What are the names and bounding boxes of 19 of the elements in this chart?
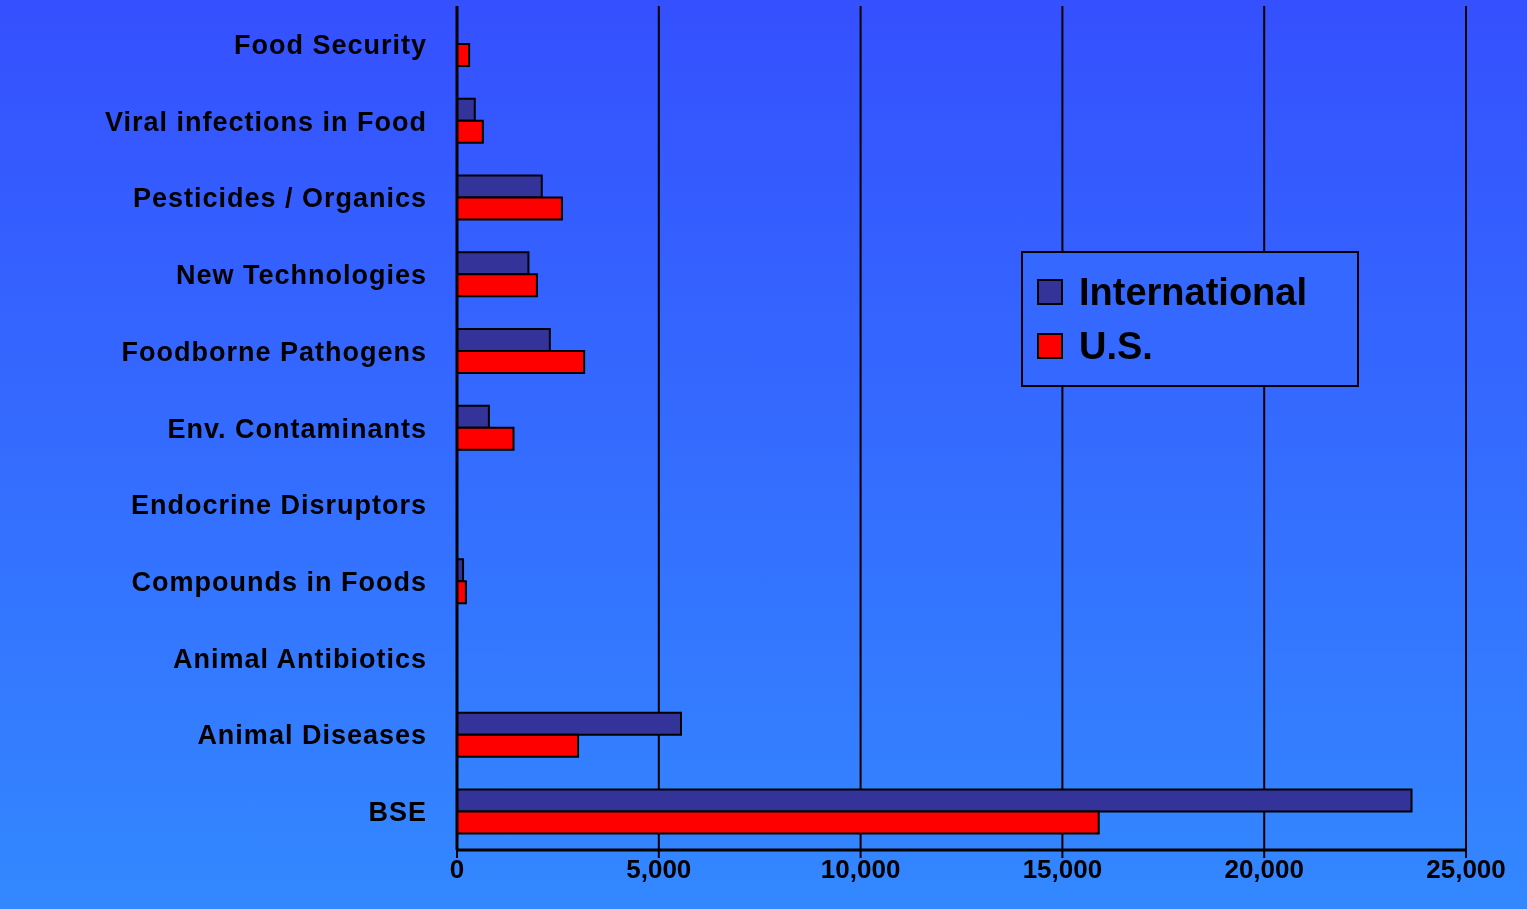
legend-label: International bbox=[1079, 270, 1308, 314]
x-tick-label: 0 bbox=[449, 854, 465, 885]
x-tick-label: 10,000 bbox=[820, 854, 901, 885]
y-tick-label: Env. Contaminants bbox=[167, 413, 427, 444]
y-tick-label: Animal Diseases bbox=[197, 720, 427, 751]
y-tick-label: Endocrine Disruptors bbox=[130, 490, 427, 521]
y-tick-label: Food Security bbox=[233, 29, 427, 60]
x-tick-label: 5,000 bbox=[626, 854, 692, 885]
x-tick-label: 20,000 bbox=[1224, 854, 1304, 885]
y-tick-label: Viral infections in Food bbox=[104, 106, 427, 137]
legend-label: U.S. bbox=[1079, 324, 1153, 368]
y-tick-label: Foodborne Pathogens bbox=[121, 336, 427, 367]
y-tick-label: Animal Antibiotics bbox=[172, 643, 427, 674]
y-tick-label: BSE bbox=[368, 797, 427, 828]
x-tick-label: 15,000 bbox=[1022, 854, 1103, 885]
x-tick-label: 25,000 bbox=[1426, 854, 1506, 885]
y-tick-label: Pesticides / Organics bbox=[132, 183, 427, 214]
y-tick-label: New Technologies bbox=[175, 260, 427, 291]
y-tick-label: Compounds in Foods bbox=[131, 567, 427, 598]
